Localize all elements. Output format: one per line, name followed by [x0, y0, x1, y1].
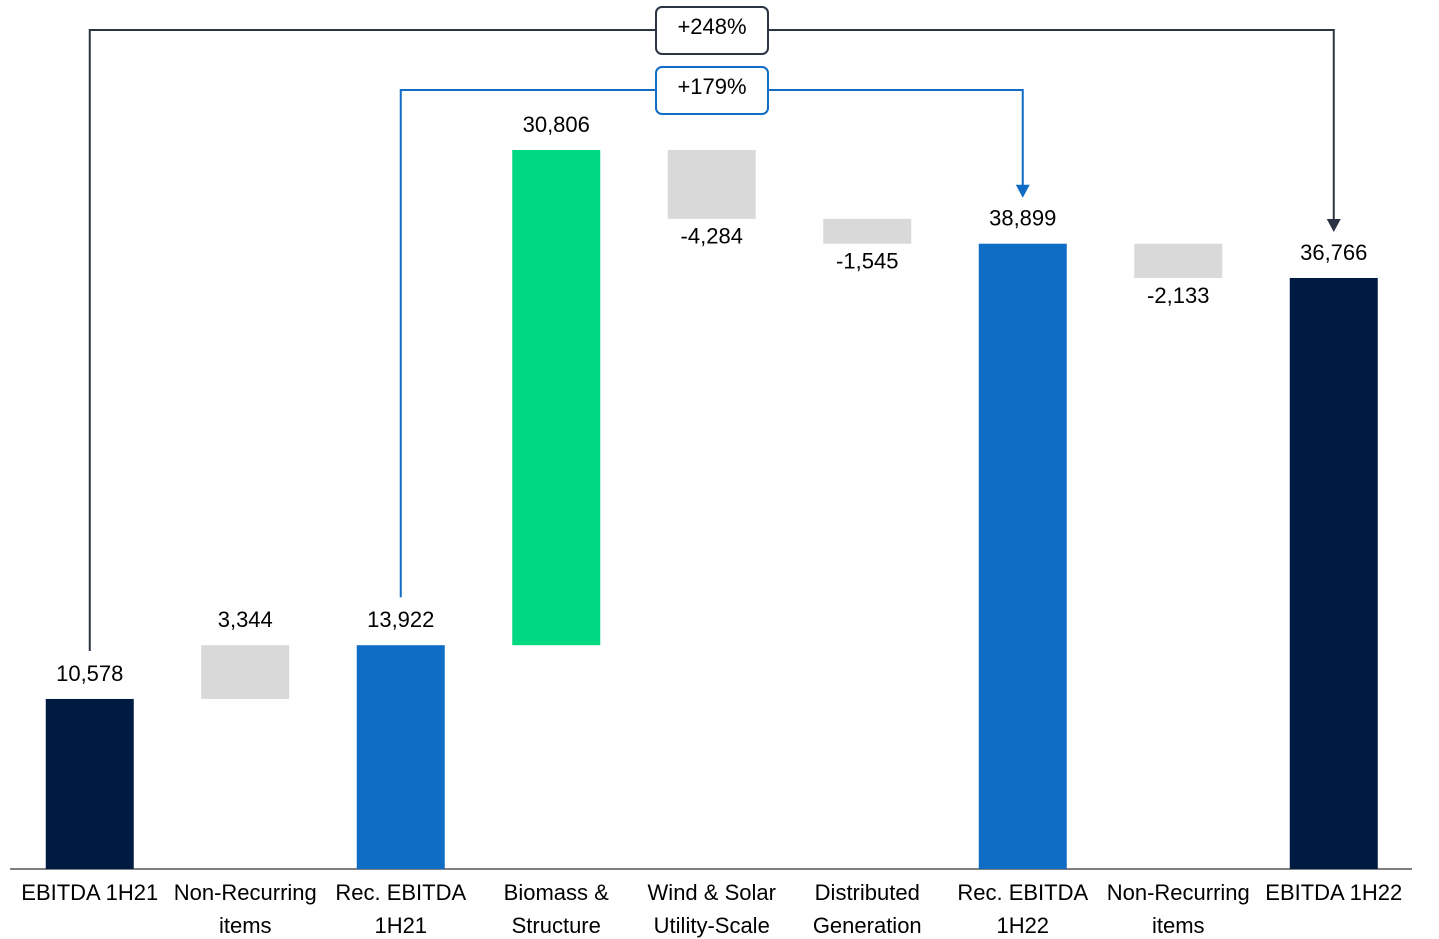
bar	[1289, 277, 1378, 870]
annotation-box	[655, 6, 769, 55]
x-tick-label: Utility-Scale	[654, 913, 770, 938]
x-tick-label: Structure	[512, 913, 601, 938]
x-tick-label: Generation	[813, 913, 922, 938]
bar	[978, 243, 1067, 870]
x-tick-label: Non-Recurring	[174, 880, 317, 905]
annotation-label: +179%	[677, 74, 746, 99]
value-label: 38,899	[989, 206, 1056, 231]
bar	[823, 218, 912, 244]
bracket	[88, 29, 1335, 651]
x-tick-label: items	[1152, 913, 1205, 938]
x-tick-label: Rec. EBITDA	[957, 880, 1088, 905]
value-label: 13,922	[367, 607, 434, 632]
x-tick-label: Non-Recurring	[1107, 880, 1250, 905]
annotation-label: +248%	[677, 14, 746, 39]
x-tick-label: Rec. EBITDA	[335, 880, 466, 905]
value-label: -1,545	[836, 249, 898, 274]
x-tick-label: EBITDA 1H22	[1265, 880, 1402, 905]
bar	[356, 645, 445, 869]
x-tick-label: Biomass &	[504, 880, 609, 905]
bar	[512, 150, 601, 646]
x-tick-label: Distributed	[815, 880, 920, 905]
x-tick-label: EBITDA 1H21	[21, 880, 158, 905]
x-tick-label: items	[219, 913, 272, 938]
x-tick-label: 1H21	[374, 913, 427, 938]
x-tick-label: 1H22	[996, 913, 1049, 938]
value-label: 30,806	[523, 112, 590, 137]
bar	[1134, 243, 1223, 278]
value-label: -2,133	[1147, 283, 1209, 308]
annotation-box	[655, 66, 769, 115]
bar	[45, 698, 134, 869]
value-label: 36,766	[1300, 240, 1367, 265]
arrow-head	[1326, 218, 1341, 232]
value-label: 3,344	[218, 607, 273, 632]
value-label: -4,284	[681, 224, 743, 249]
x-tick-label: Wind & Solar	[648, 880, 776, 905]
bar	[201, 645, 290, 699]
bar	[667, 150, 756, 219]
value-label: 10,578	[56, 661, 123, 686]
arrow-head	[1015, 184, 1030, 198]
